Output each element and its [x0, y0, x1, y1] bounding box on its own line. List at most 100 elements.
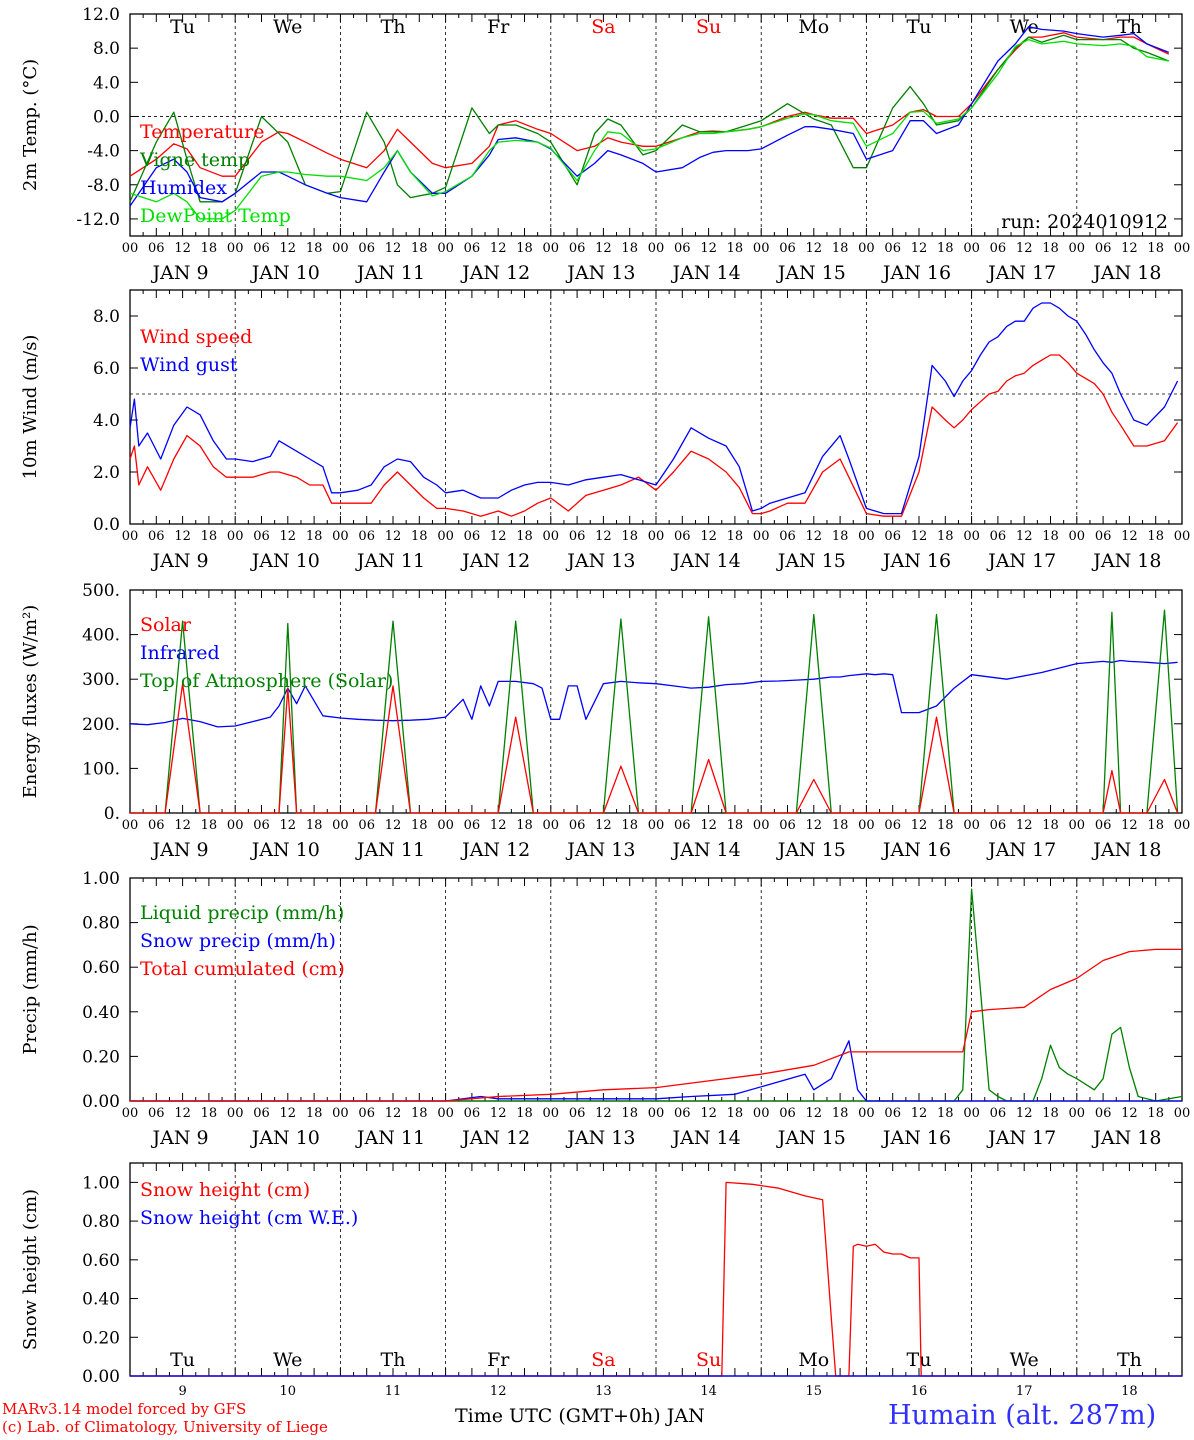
y-tick-label: 2.0	[93, 463, 120, 483]
hour-tick-label: 06	[779, 241, 796, 256]
hour-tick-label: 06	[569, 529, 586, 544]
day-number-label: 18	[1121, 1384, 1138, 1399]
legend-snow-height-cm-: Snow height (cm)	[140, 1179, 310, 1201]
day-number-label: 12	[490, 1384, 507, 1399]
credit-line-1: MARv3.14 model forced by GFS	[2, 1400, 247, 1418]
y-tick-label: 0.60	[82, 958, 120, 978]
hour-tick-label: 12	[174, 1106, 191, 1121]
hour-tick-label: 12	[174, 241, 191, 256]
y-tick-label: -12.0	[76, 210, 120, 230]
legend-infrared: Infrared	[140, 642, 220, 664]
y-axis-label: 2m Temp. (°C)	[20, 59, 41, 191]
hour-tick-label: 06	[253, 529, 270, 544]
hour-tick-label: 12	[806, 818, 823, 833]
hour-tick-label: 00	[858, 1106, 875, 1121]
hour-tick-label: 18	[621, 818, 638, 833]
hour-tick-label: 00	[332, 818, 349, 833]
y-tick-label: 8.0	[93, 307, 120, 327]
hour-tick-label: 06	[674, 529, 691, 544]
hour-tick-label: 00	[963, 818, 980, 833]
hour-tick-label: 18	[937, 529, 954, 544]
hour-tick-label: 12	[490, 241, 507, 256]
hour-tick-label: 18	[201, 1106, 218, 1121]
day-number-label: 10	[280, 1384, 297, 1399]
hour-tick-label: 00	[648, 1106, 665, 1121]
y-tick-label: 12.0	[82, 5, 120, 25]
day-label: JAN 13	[565, 262, 635, 284]
hour-tick-label: 18	[1042, 241, 1059, 256]
hour-tick-label: 06	[884, 1106, 901, 1121]
day-label: JAN 18	[1091, 1127, 1161, 1149]
hour-tick-label: 00	[1069, 818, 1086, 833]
hour-tick-label: 06	[358, 241, 375, 256]
y-tick-label: 100.	[82, 759, 120, 779]
hour-tick-label: 12	[1016, 818, 1033, 833]
hour-tick-label: 12	[1016, 241, 1033, 256]
weekday-label: We	[1010, 1349, 1039, 1371]
y-tick-label: 0.60	[82, 1251, 120, 1271]
day-label: JAN 11	[355, 839, 425, 861]
y-axis-label: 10m Wind (m/s)	[20, 335, 41, 480]
day-label: JAN 12	[460, 262, 530, 284]
hour-tick-label: 18	[832, 241, 849, 256]
legend-dewpoint-temp: DewPoint Temp	[140, 205, 291, 227]
hour-tick-label: 06	[990, 529, 1007, 544]
day-label: JAN 12	[460, 550, 530, 572]
day-number-label: 15	[806, 1384, 823, 1399]
weekday-label: Sa	[591, 1349, 615, 1371]
hour-tick-label: 00	[1174, 529, 1191, 544]
hour-tick-label: 12	[806, 241, 823, 256]
y-tick-label: 4.0	[93, 73, 120, 93]
hour-tick-label: 06	[884, 241, 901, 256]
day-label: JAN 10	[250, 839, 320, 861]
hour-tick-label: 00	[858, 529, 875, 544]
hour-tick-label: 06	[1095, 818, 1112, 833]
hour-tick-label: 18	[621, 529, 638, 544]
hour-tick-label: 06	[464, 241, 481, 256]
y-tick-label: 0.40	[82, 1003, 120, 1023]
hour-tick-label: 12	[700, 241, 717, 256]
hour-tick-label: 06	[464, 529, 481, 544]
hour-tick-label: 12	[385, 818, 402, 833]
y-tick-label: 0.00	[82, 1367, 120, 1387]
series-line-snow-height-cm-	[130, 1181, 1182, 1377]
weekday-label: Tu	[170, 1349, 195, 1371]
hour-tick-label: 06	[779, 529, 796, 544]
day-label: JAN 13	[565, 550, 635, 572]
legend-wind-speed: Wind speed	[140, 326, 252, 348]
y-tick-label: 500.	[82, 581, 120, 601]
station-name: Humain (alt. 287m)	[888, 1400, 1157, 1431]
y-tick-label: 0.	[104, 804, 120, 824]
hour-tick-label: 12	[911, 529, 928, 544]
hour-tick-label: 18	[411, 818, 428, 833]
hour-tick-label: 18	[1147, 1106, 1164, 1121]
hour-tick-label: 06	[990, 1106, 1007, 1121]
hour-tick-label: 18	[1042, 1106, 1059, 1121]
hour-tick-label: 00	[1069, 1106, 1086, 1121]
hour-tick-label: 12	[385, 1106, 402, 1121]
hour-tick-label: 12	[911, 818, 928, 833]
day-label: JAN 10	[250, 1127, 320, 1149]
weekday-label: We	[273, 16, 302, 38]
hour-tick-label: 12	[700, 818, 717, 833]
hour-tick-label: 00	[963, 1106, 980, 1121]
day-label: JAN 16	[881, 550, 951, 572]
y-tick-label: 0.40	[82, 1290, 120, 1310]
hour-tick-label: 00	[1069, 241, 1086, 256]
hour-tick-label: 06	[990, 241, 1007, 256]
hour-tick-label: 06	[674, 1106, 691, 1121]
hour-tick-label: 06	[253, 241, 270, 256]
hour-tick-label: 12	[1121, 529, 1138, 544]
hour-tick-label: 00	[648, 529, 665, 544]
hour-tick-label: 12	[700, 529, 717, 544]
hour-tick-label: 18	[832, 529, 849, 544]
weekday-label: Th	[1117, 1349, 1142, 1371]
hour-tick-label: 12	[1121, 818, 1138, 833]
weekday-label: Th	[381, 1349, 406, 1371]
hour-tick-label: 00	[648, 241, 665, 256]
legend-wind-gust: Wind gust	[140, 354, 238, 376]
day-label: JAN 12	[460, 839, 530, 861]
legend-liquid-precip-mm-h-: Liquid precip (mm/h)	[140, 902, 344, 924]
series-line-total-cumulated-cm-	[130, 948, 1182, 1102]
y-tick-label: 0.00	[82, 1092, 120, 1112]
